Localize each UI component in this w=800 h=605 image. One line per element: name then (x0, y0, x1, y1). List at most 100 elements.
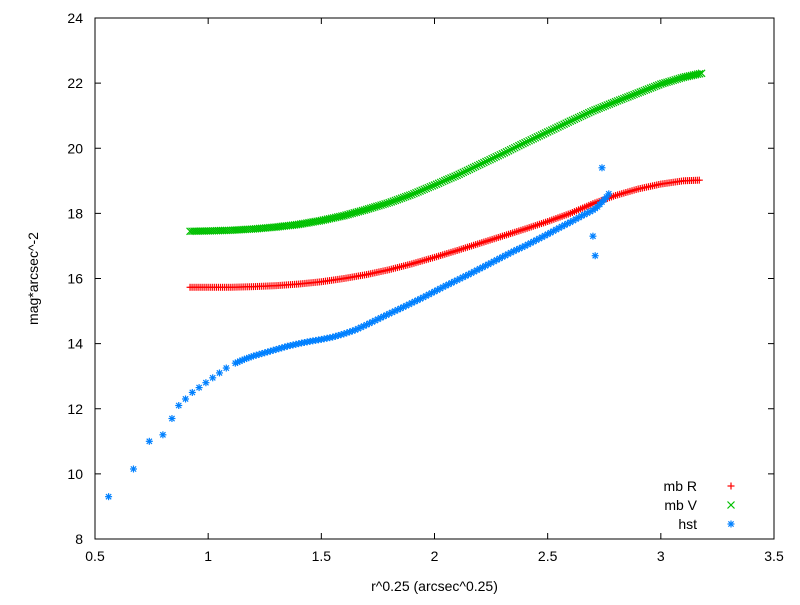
data-point (502, 147, 511, 156)
data-point (556, 122, 564, 131)
data-point (416, 187, 425, 195)
data-point (642, 85, 651, 94)
data-point (695, 69, 704, 78)
data-point (500, 148, 509, 157)
data-point (492, 152, 501, 161)
y-tick-label: 10 (67, 466, 83, 482)
data-point (568, 116, 577, 125)
data-point (436, 178, 445, 187)
data-point (535, 131, 544, 140)
data-point (578, 111, 587, 120)
data-point (547, 126, 556, 134)
data-point (498, 149, 507, 158)
data-point (215, 369, 223, 377)
data-point (560, 120, 569, 129)
data-point (605, 100, 614, 109)
data-point (222, 364, 230, 372)
data-point (630, 90, 639, 99)
data-point (529, 134, 538, 143)
data-point (549, 125, 558, 133)
data-point (486, 155, 494, 164)
data-point (523, 137, 532, 146)
data-point (603, 101, 612, 109)
legend-label: mb R (664, 478, 697, 494)
series-mb-r (186, 176, 703, 291)
data-point (599, 102, 608, 111)
data-point (453, 171, 462, 180)
data-point (531, 133, 540, 142)
data-point (646, 84, 655, 93)
data-point (697, 69, 706, 78)
data-point (521, 138, 529, 147)
data-point (494, 151, 503, 160)
data-point (447, 174, 455, 182)
data-point (449, 173, 457, 181)
data-point (484, 156, 492, 165)
x-tick-label: 3.5 (764, 548, 784, 564)
data-point (615, 96, 624, 105)
data-point (455, 170, 464, 179)
data-point (591, 106, 599, 114)
plot-frame (94, 17, 775, 540)
data-point (399, 193, 408, 202)
data-point (444, 174, 453, 183)
data-point (516, 140, 525, 149)
data-point (584, 108, 593, 117)
data-point (570, 115, 579, 124)
data-point (469, 163, 478, 172)
y-tick-label: 20 (67, 140, 83, 156)
data-point (202, 379, 210, 387)
x-tick-label: 0.5 (85, 548, 105, 564)
data-point (582, 109, 591, 118)
data-point (426, 182, 435, 191)
data-point (611, 97, 620, 106)
x-tick-label: 1 (204, 548, 212, 564)
data-point (403, 192, 412, 200)
data-point (159, 431, 167, 439)
data-point (617, 95, 626, 104)
data-point (562, 119, 571, 128)
data-point (566, 117, 575, 126)
data-point (572, 114, 581, 123)
data-point (389, 197, 398, 206)
data-point (405, 191, 414, 200)
data-point (391, 196, 400, 205)
data-point (482, 157, 490, 166)
data-point (636, 88, 645, 97)
data-point (195, 384, 203, 392)
data-point (442, 175, 451, 184)
data-point (395, 195, 404, 203)
data-point (414, 187, 422, 196)
y-tick-label: 14 (67, 336, 83, 352)
data-point (401, 192, 410, 201)
x-axis-label: r^0.25 (arcsec^0.25) (371, 578, 498, 594)
data-point (543, 128, 552, 136)
data-point (527, 239, 535, 247)
data-point (621, 93, 630, 102)
legend: mb R mb V hst (664, 478, 735, 532)
data-point (506, 145, 515, 154)
y-axis-label: mag*arcsec^-2 (25, 232, 41, 325)
data-point (397, 194, 406, 203)
y-tick-label: 12 (67, 401, 83, 417)
data-point (519, 139, 527, 148)
data-point (605, 190, 613, 198)
data-point (407, 190, 416, 199)
data-point (428, 181, 437, 190)
data-point (613, 96, 622, 105)
data-point (551, 124, 560, 132)
data-point (409, 189, 418, 198)
y-tick-label: 24 (67, 10, 83, 26)
data-point (580, 110, 589, 119)
data-point (145, 437, 153, 445)
data-point (459, 168, 468, 177)
data-point (175, 401, 183, 409)
data-point (496, 150, 505, 159)
data-point (477, 159, 486, 168)
data-point (527, 135, 536, 144)
data-point (650, 82, 659, 91)
legend-label: mb V (664, 497, 697, 513)
data-point (508, 144, 517, 153)
data-point (473, 161, 482, 170)
data-point (475, 160, 484, 169)
